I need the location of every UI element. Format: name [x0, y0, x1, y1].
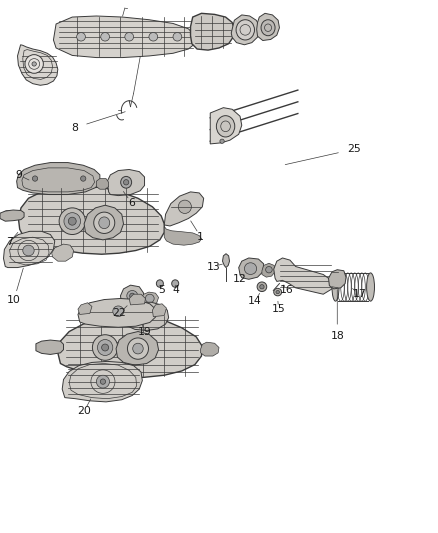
Ellipse shape [276, 290, 279, 294]
Polygon shape [239, 258, 264, 279]
Text: 4: 4 [173, 286, 180, 295]
Polygon shape [191, 13, 234, 50]
Polygon shape [231, 15, 261, 45]
Polygon shape [210, 108, 242, 144]
Ellipse shape [38, 342, 48, 351]
Ellipse shape [68, 217, 76, 225]
Text: 5: 5 [158, 286, 165, 295]
Ellipse shape [92, 335, 118, 360]
Ellipse shape [64, 213, 81, 230]
Ellipse shape [81, 176, 86, 181]
Ellipse shape [96, 375, 110, 388]
Ellipse shape [124, 180, 129, 185]
Polygon shape [52, 244, 74, 261]
Polygon shape [223, 254, 230, 268]
Ellipse shape [99, 217, 110, 229]
Text: 9: 9 [15, 170, 22, 180]
Polygon shape [78, 298, 157, 327]
Text: 18: 18 [330, 331, 344, 341]
Ellipse shape [97, 340, 113, 356]
Polygon shape [274, 258, 333, 294]
Text: 20: 20 [77, 407, 91, 416]
Ellipse shape [265, 266, 272, 273]
Polygon shape [120, 285, 144, 308]
Text: 7: 7 [6, 237, 13, 247]
Ellipse shape [102, 344, 109, 351]
Polygon shape [18, 45, 58, 85]
Polygon shape [124, 302, 169, 330]
Ellipse shape [127, 338, 148, 359]
Ellipse shape [260, 285, 264, 289]
Polygon shape [58, 316, 202, 377]
Polygon shape [0, 210, 24, 221]
Ellipse shape [32, 176, 38, 181]
Ellipse shape [367, 273, 374, 301]
Ellipse shape [173, 33, 182, 41]
Polygon shape [201, 342, 219, 356]
Ellipse shape [274, 288, 282, 296]
Ellipse shape [257, 282, 267, 292]
Ellipse shape [149, 33, 158, 41]
Polygon shape [141, 292, 159, 306]
Ellipse shape [101, 33, 110, 41]
Text: 8: 8 [71, 123, 78, 133]
Polygon shape [257, 13, 279, 41]
Ellipse shape [172, 280, 179, 287]
Text: 25: 25 [347, 144, 361, 154]
Ellipse shape [156, 280, 163, 287]
Ellipse shape [133, 343, 143, 354]
Ellipse shape [145, 294, 154, 303]
Ellipse shape [220, 139, 224, 143]
Polygon shape [36, 340, 64, 354]
Polygon shape [78, 303, 92, 314]
Text: 15: 15 [272, 304, 286, 314]
Ellipse shape [113, 306, 124, 317]
Polygon shape [129, 294, 145, 305]
Text: 1: 1 [197, 232, 204, 241]
Ellipse shape [100, 379, 106, 384]
Polygon shape [164, 192, 204, 226]
Text: 6: 6 [128, 198, 135, 207]
Ellipse shape [120, 176, 131, 188]
Text: 19: 19 [138, 327, 152, 336]
Polygon shape [17, 163, 100, 195]
Polygon shape [164, 227, 201, 245]
Polygon shape [328, 270, 346, 289]
Ellipse shape [332, 273, 339, 301]
Text: 13: 13 [207, 262, 221, 271]
Polygon shape [116, 332, 159, 365]
Ellipse shape [130, 293, 135, 298]
Ellipse shape [59, 208, 85, 235]
Text: 16: 16 [280, 286, 294, 295]
Ellipse shape [178, 200, 191, 214]
Text: 10: 10 [7, 295, 21, 304]
Ellipse shape [216, 116, 235, 137]
Polygon shape [4, 231, 55, 268]
Text: 22: 22 [112, 309, 126, 318]
Ellipse shape [32, 62, 36, 66]
Ellipse shape [261, 20, 275, 36]
Polygon shape [107, 169, 145, 196]
Ellipse shape [244, 263, 257, 274]
Ellipse shape [141, 310, 153, 321]
Ellipse shape [144, 313, 150, 318]
Text: 12: 12 [233, 274, 247, 284]
Ellipse shape [3, 211, 13, 220]
Ellipse shape [125, 33, 134, 41]
Polygon shape [62, 361, 142, 402]
Polygon shape [53, 16, 195, 58]
Polygon shape [18, 187, 164, 254]
Polygon shape [84, 205, 124, 240]
Ellipse shape [127, 290, 138, 301]
Polygon shape [262, 263, 275, 277]
Ellipse shape [94, 212, 115, 233]
Text: 17: 17 [352, 289, 366, 299]
Polygon shape [96, 179, 109, 189]
Ellipse shape [236, 20, 254, 40]
Polygon shape [152, 304, 166, 317]
Ellipse shape [77, 33, 85, 41]
Ellipse shape [25, 55, 43, 73]
Ellipse shape [23, 245, 34, 256]
Text: 14: 14 [248, 296, 262, 306]
